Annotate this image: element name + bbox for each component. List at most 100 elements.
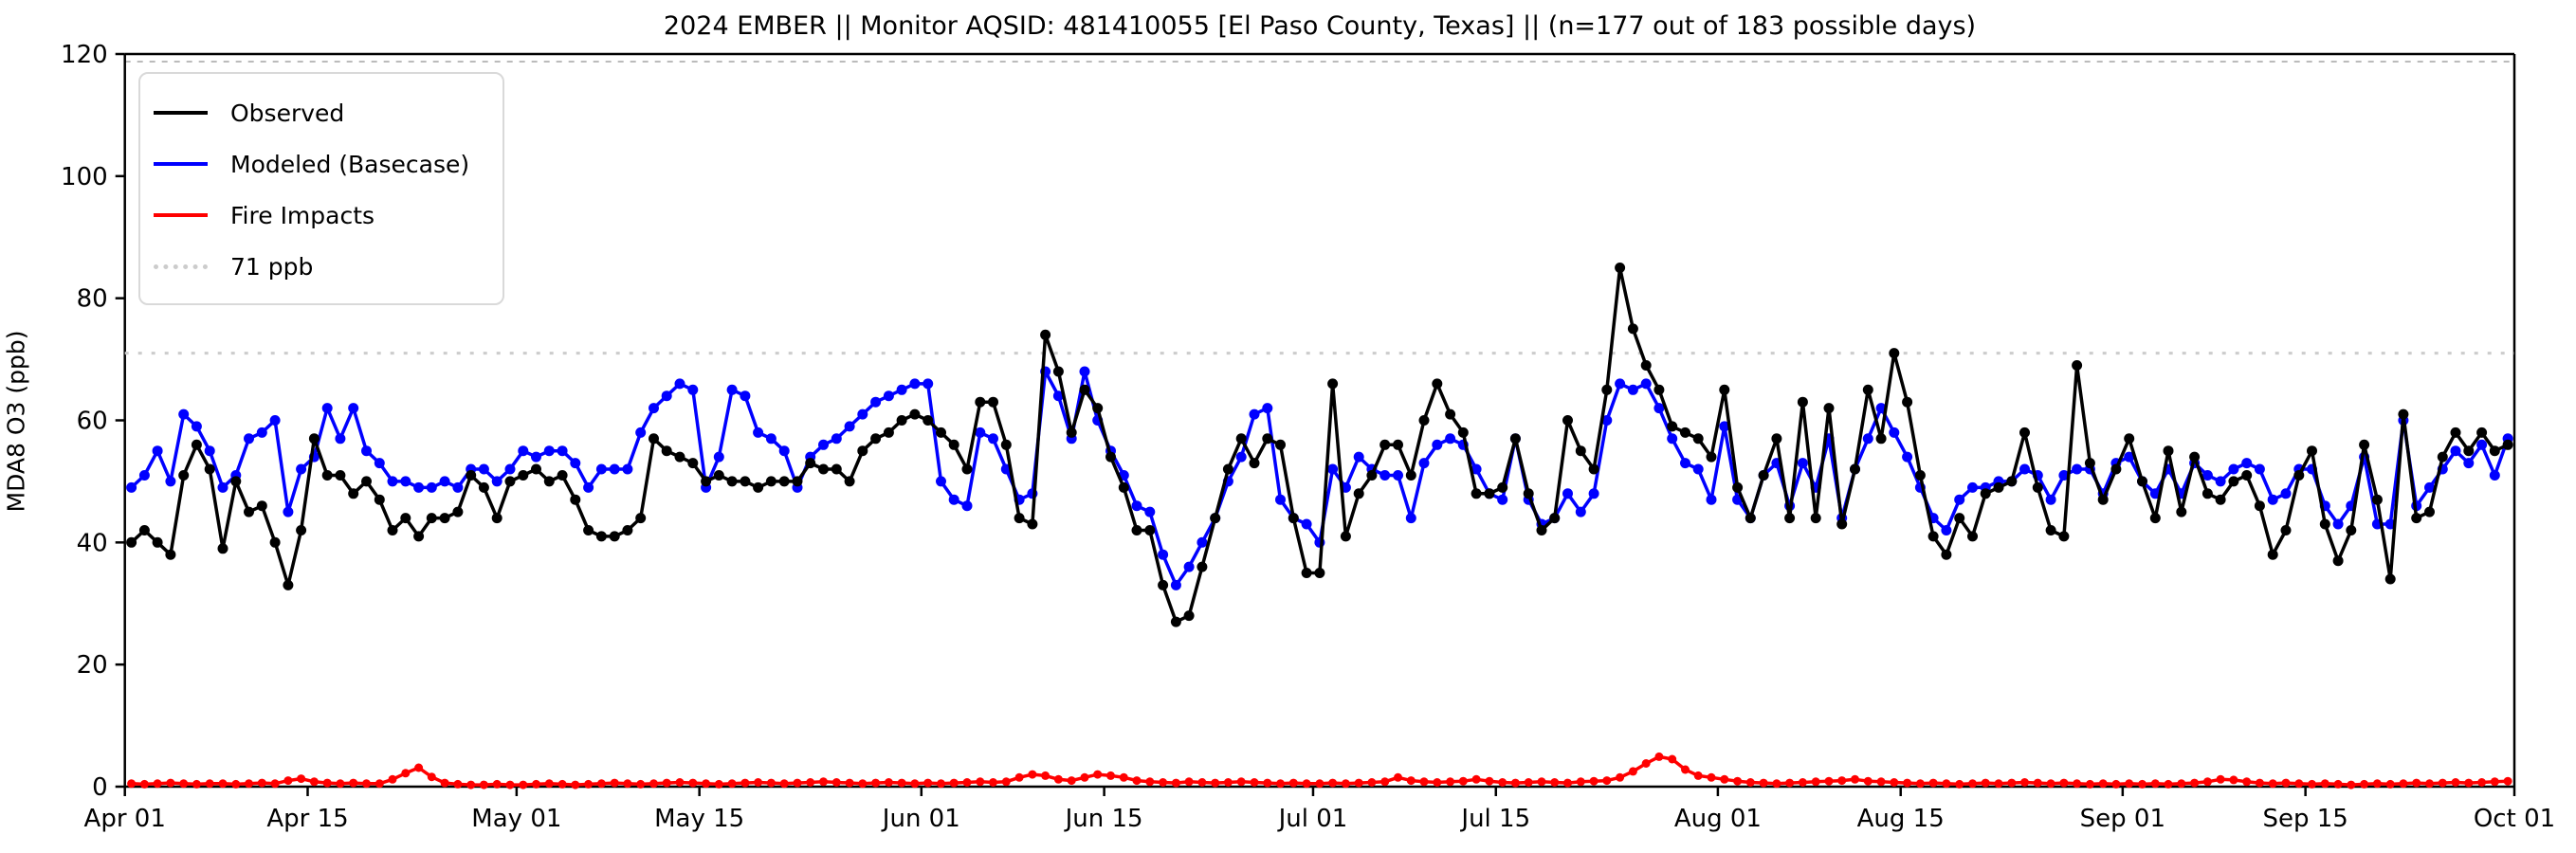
fire-impacts-line-marker (1498, 778, 1507, 787)
fire-impacts-line-marker (1693, 771, 1703, 780)
fire-impacts-line-marker (1641, 759, 1651, 768)
fire-impacts-line-marker (1602, 776, 1612, 786)
observed-line-marker (2424, 506, 2435, 517)
observed-line-marker (1262, 433, 1273, 445)
fire-impacts-line-marker (2477, 778, 2487, 787)
fire-impacts-line-marker (2202, 777, 2212, 787)
modeled-line-marker (1405, 513, 1416, 524)
modeled-line-marker (1379, 470, 1391, 481)
fire-impacts-line-marker (2385, 779, 2395, 789)
fire-impacts-line-marker (702, 779, 711, 789)
fire-impacts-line-marker (1654, 752, 1664, 761)
fire-impacts-line-marker (779, 779, 789, 789)
observed-line-marker (701, 476, 712, 487)
x-tick-label: Jul 01 (1277, 805, 1348, 833)
modeled-line-marker (1667, 433, 1678, 445)
observed-line-marker (687, 458, 699, 469)
observed-line-marker (1758, 470, 1769, 481)
observed-line-marker (896, 415, 907, 426)
fire-impacts-line-marker (636, 779, 646, 789)
modeled-line-marker (1432, 439, 1443, 450)
fire-impacts-line-marker (139, 779, 149, 789)
fire-impacts-line-marker (2333, 779, 2343, 789)
fire-impacts-line-marker (1537, 777, 1546, 787)
observed-line-marker (988, 396, 998, 408)
observed-line-marker (1471, 488, 1482, 499)
observed-line-marker (308, 433, 320, 445)
fire-impacts-line-marker (2399, 779, 2408, 789)
fire-impacts-line-marker (884, 778, 893, 787)
observed-line-marker (1810, 513, 1821, 524)
observed-line-marker (961, 463, 973, 475)
observed-line-marker (622, 525, 633, 535)
fire-impacts-line-marker (623, 779, 632, 789)
fire-impacts-line-marker (1759, 778, 1768, 788)
fire-impacts-line-marker (1315, 779, 1325, 789)
fire-impacts-line-marker (1707, 772, 1716, 782)
fire-impacts-line-marker (1994, 779, 2003, 789)
modeled-line-marker (1170, 579, 1181, 590)
observed-line-marker (740, 476, 751, 487)
fire-impacts-line-marker (714, 779, 723, 789)
observed-line-marker (269, 536, 281, 548)
fire-impacts-line-marker (127, 779, 137, 789)
modeled-line-marker (2489, 470, 2500, 481)
observed-line-marker (1575, 445, 1586, 457)
observed-line-marker (2006, 476, 2018, 487)
x-tick-label: Sep 15 (2262, 805, 2348, 833)
observed-line-marker (1719, 384, 1730, 395)
observed-line-marker (400, 513, 411, 524)
observed-line-marker (1601, 384, 1613, 395)
fire-impacts-line-marker (1433, 778, 1442, 787)
observed-line-marker (439, 513, 450, 524)
observed-line-marker (1014, 513, 1025, 524)
observed-line-marker (1301, 568, 1312, 578)
fire-impacts-line-marker (1394, 772, 1402, 782)
legend-label: Fire Impacts (230, 201, 375, 229)
fire-impacts-line-marker (962, 778, 972, 787)
observed-line-marker (178, 470, 190, 481)
modeled-line-marker (256, 426, 267, 438)
fire-impacts-line-marker (2059, 778, 2069, 788)
observed-line-marker (1197, 561, 1208, 572)
observed-line (126, 263, 2513, 627)
modeled-line-marker (178, 408, 190, 420)
fire-impacts-line-marker (1720, 774, 1729, 784)
fire-impacts-line-marker (2150, 779, 2160, 789)
fire-impacts-line-marker (1041, 771, 1050, 780)
observed-line-marker (1314, 568, 1325, 578)
observed-line-marker (230, 476, 242, 487)
modeled-line-marker (321, 403, 333, 414)
observed-line-marker (1484, 488, 1495, 499)
modeled-line-marker (1301, 518, 1312, 530)
fire-impacts-line-marker (257, 778, 266, 788)
modeled-line-marker (126, 481, 137, 493)
observed-line-marker (2502, 439, 2513, 450)
modeled-line-marker (1262, 403, 1273, 414)
observed-line-marker (1615, 263, 1626, 273)
x-tick-label: Oct 01 (2474, 805, 2555, 833)
modeled-line-marker (948, 494, 959, 505)
observed-line-marker (2189, 451, 2201, 463)
observed-line-marker (1079, 384, 1090, 395)
fire-impacts-line-marker (283, 776, 293, 786)
fire-impacts-line-marker (362, 779, 371, 789)
fire-impacts-line-marker (2125, 779, 2134, 789)
modeled-line-marker (2058, 470, 2070, 481)
fire-impacts-line-marker (754, 778, 763, 787)
modeled-line-marker (2332, 518, 2344, 530)
observed-line-marker (1902, 396, 1913, 408)
observed-line-marker (2476, 426, 2488, 438)
fire-impacts-line-marker (1510, 778, 1520, 788)
modeled-line-marker (1052, 390, 1064, 402)
fire-impacts-line-marker (571, 780, 580, 789)
fire-impacts-line-marker (1028, 770, 1037, 779)
observed-line-marker (1158, 579, 1169, 590)
fire-impacts-line-marker (1132, 776, 1142, 786)
modeled-line-marker (1158, 549, 1169, 560)
modeled-line-marker (2254, 463, 2265, 475)
fire-impacts-line-marker (2190, 778, 2200, 788)
observed-line-marker (2319, 518, 2330, 530)
fire-impacts-line-marker (1681, 765, 1690, 774)
observed-line-marker (1000, 439, 1012, 450)
